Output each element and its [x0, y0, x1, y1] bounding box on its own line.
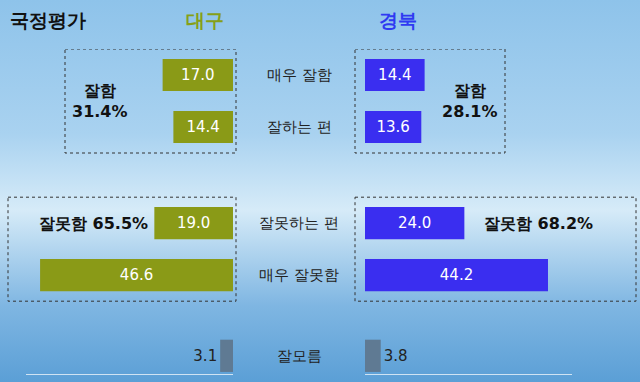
svg-text:잘모름: 잘모름 — [277, 347, 322, 365]
svg-text:17.0: 17.0 — [181, 66, 214, 84]
svg-text:3.8: 3.8 — [384, 347, 408, 365]
svg-text:24.0: 24.0 — [398, 214, 431, 232]
svg-text:46.6: 46.6 — [120, 266, 153, 284]
svg-text:잘하는 편: 잘하는 편 — [267, 118, 332, 136]
svg-text:13.6: 13.6 — [376, 118, 409, 136]
svg-text:잘못하는 편: 잘못하는 편 — [259, 214, 339, 232]
svg-text:잘함28.1%: 잘함28.1% — [442, 81, 498, 121]
svg-text:19.0: 19.0 — [177, 214, 210, 232]
svg-text:잘못함 68.2%: 잘못함 68.2% — [484, 214, 593, 233]
svg-text:매우 잘함: 매우 잘함 — [267, 66, 332, 84]
svg-text:14.4: 14.4 — [378, 66, 411, 84]
svg-text:매우 잘못함: 매우 잘못함 — [259, 266, 339, 284]
svg-text:경북: 경북 — [379, 9, 417, 31]
svg-text:14.4: 14.4 — [186, 118, 219, 136]
svg-text:대구: 대구 — [186, 9, 224, 31]
svg-text:잘함31.4%: 잘함31.4% — [72, 81, 128, 121]
svg-text:44.2: 44.2 — [440, 266, 473, 284]
svg-text:국정평가: 국정평가 — [10, 9, 86, 31]
svg-text:3.1: 3.1 — [193, 347, 217, 365]
svg-text:잘못함 65.5%: 잘못함 65.5% — [39, 214, 148, 233]
